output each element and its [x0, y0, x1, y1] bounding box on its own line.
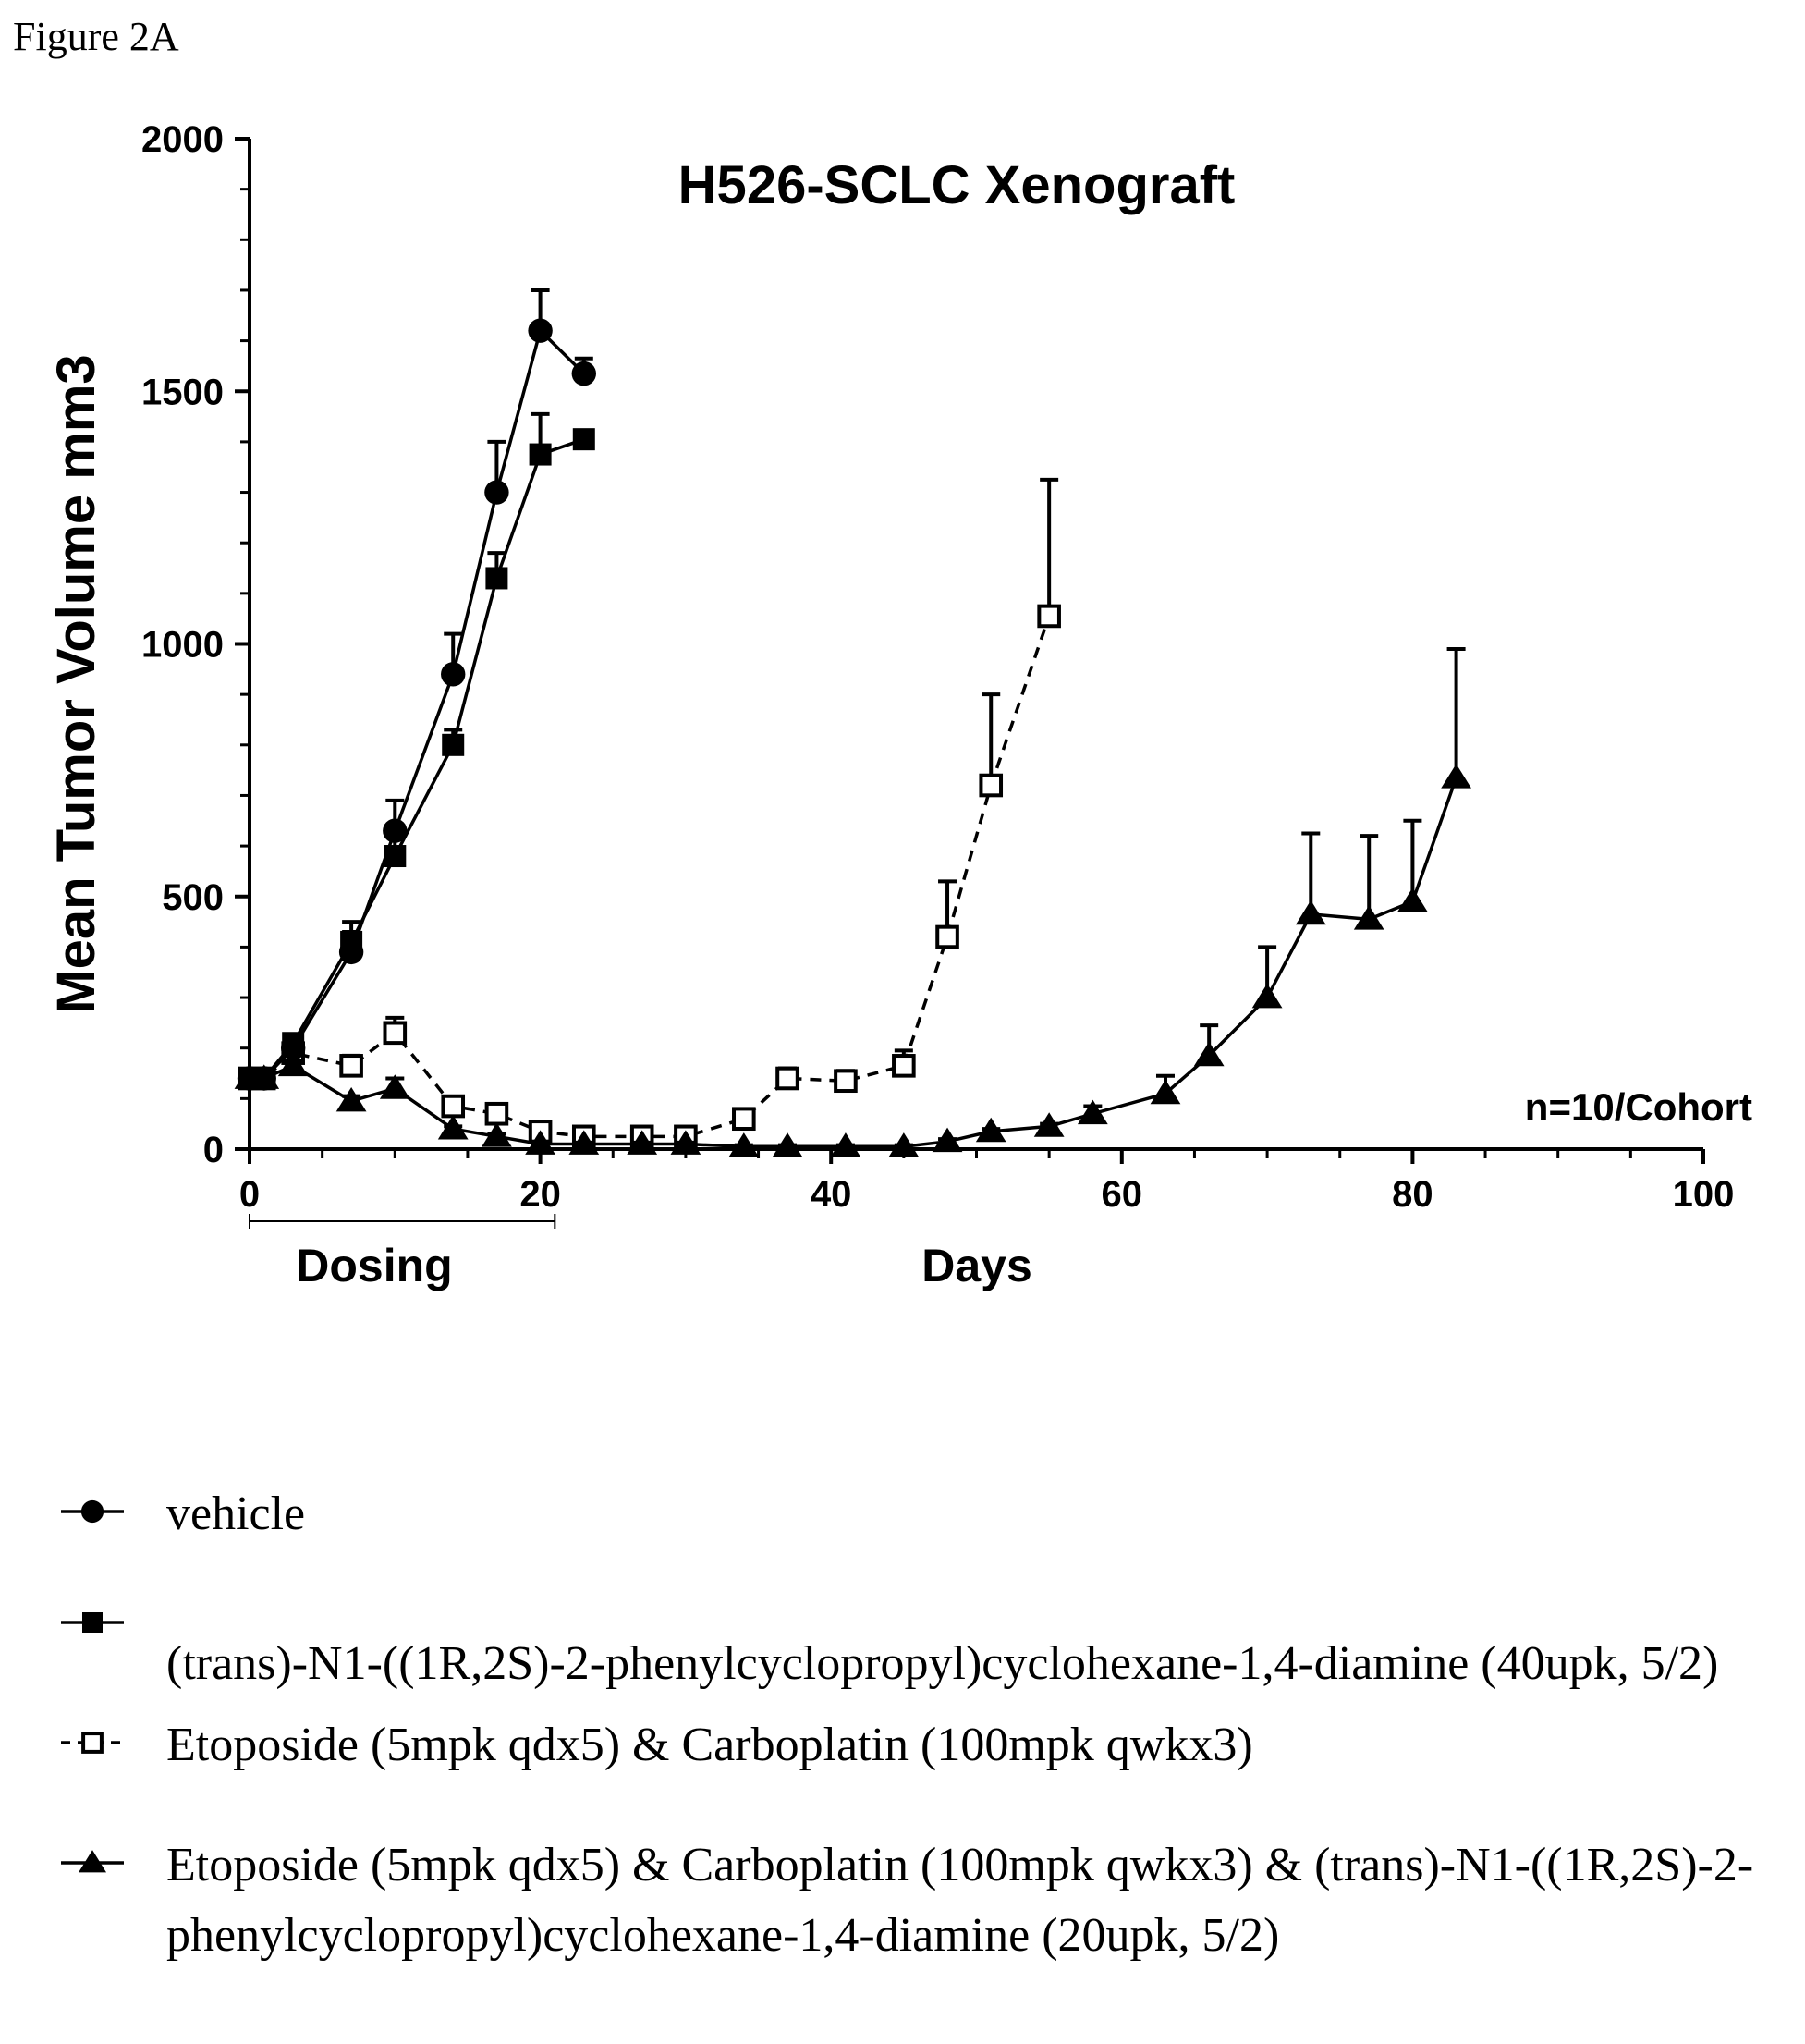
legend-label: (trans)-N1-((1R,2S)-2-phenylcyclopropyl)… [166, 1637, 1719, 1690]
series-line [250, 615, 1051, 1139]
data-point [441, 1094, 466, 1119]
data-point [1037, 604, 1061, 629]
x-tick-label: 100 [1673, 1174, 1735, 1215]
data-point [528, 318, 553, 343]
y-tick-label: 2000 [141, 119, 224, 160]
legend-label: Etoposide (5mpk qdx5) & Carboplatin (100… [166, 1719, 1253, 1771]
data-point [732, 1107, 756, 1132]
chart-title: H526-SCLC Xenograft [678, 155, 1236, 215]
data-point [1353, 905, 1384, 930]
x-tick-label: 80 [1392, 1174, 1433, 1215]
data-point [484, 480, 509, 505]
series-3 [238, 477, 1061, 1149]
data-point [383, 818, 408, 843]
data-point [482, 1122, 512, 1147]
figure-label: Figure 2A [13, 14, 179, 59]
data-point [335, 1086, 367, 1112]
y-tick-label: 1500 [141, 372, 224, 412]
dosing-label: Dosing [296, 1240, 452, 1291]
legend-symbol [78, 1850, 107, 1873]
data-point [834, 1069, 858, 1094]
data-point [277, 1051, 309, 1077]
data-point [442, 733, 465, 756]
data-point [728, 1132, 760, 1157]
chart: 0 500 1000 1500 2000 0 20 40 60 80 100 H526-SCLC X… [46, 119, 1752, 1291]
axes: 0 500 1000 1500 2000 0 20 40 60 80 100 [141, 119, 1734, 1229]
data-point [830, 1132, 861, 1157]
series-line [250, 437, 585, 1081]
data-point [485, 567, 508, 590]
legend-label: vehicle [166, 1487, 306, 1540]
data-point [1033, 1112, 1065, 1137]
data-point [484, 1101, 509, 1126]
data-point [775, 1066, 799, 1091]
data-point [1150, 1079, 1181, 1105]
y-tick-label: 0 [203, 1130, 224, 1170]
data-point [935, 924, 959, 949]
legend-label: Etoposide (5mpk qdx5) & Carboplatin (100… [166, 1839, 1754, 1962]
legend-symbol [80, 1499, 104, 1524]
cohort-note: n=10/Cohort [1525, 1085, 1752, 1129]
data-point [932, 1127, 963, 1153]
data-point [979, 773, 1004, 798]
series-1 [237, 288, 596, 1091]
data-point [379, 1074, 410, 1099]
data-point [1077, 1099, 1108, 1125]
data-point [338, 939, 364, 965]
data-point [572, 428, 595, 451]
y-tick-label: 1000 [141, 625, 224, 666]
x-axis-title: Days [921, 1240, 1032, 1291]
data-point [251, 1066, 276, 1091]
data-point [892, 1054, 916, 1078]
plot-area [234, 288, 1471, 1157]
data-point [339, 1054, 363, 1078]
data-point [280, 1035, 306, 1060]
series-2 [238, 411, 595, 1090]
legend-marker [61, 1850, 124, 1873]
data-point [1397, 887, 1428, 912]
data-point [383, 1021, 408, 1046]
data-point [1251, 983, 1283, 1009]
x-tick-label: 0 [239, 1174, 260, 1215]
legend-marker [61, 1499, 124, 1524]
data-point [1441, 764, 1471, 789]
series-line [250, 328, 586, 1081]
data-point [568, 1130, 600, 1155]
x-tick-label: 40 [811, 1174, 852, 1215]
y-tick-label: 500 [162, 877, 224, 918]
x-tick-label: 20 [519, 1174, 561, 1215]
data-point [441, 662, 466, 687]
data-point [525, 1130, 555, 1155]
legend-symbol [81, 1732, 104, 1754]
data-point [670, 1130, 701, 1155]
legend-symbol [82, 1612, 103, 1633]
x-tick-label: 60 [1102, 1174, 1143, 1215]
data-point [529, 443, 552, 466]
data-point [1193, 1041, 1225, 1067]
data-point [975, 1117, 1006, 1143]
data-point [571, 361, 596, 386]
data-point [1295, 900, 1326, 925]
legend-marker [61, 1612, 124, 1633]
data-point [627, 1130, 658, 1155]
y-axis-title: Mean Tumor Volume mm3 [46, 354, 106, 1013]
legend-marker [61, 1732, 124, 1754]
data-point [437, 1115, 469, 1140]
data-point [772, 1132, 803, 1157]
data-point [888, 1132, 920, 1157]
